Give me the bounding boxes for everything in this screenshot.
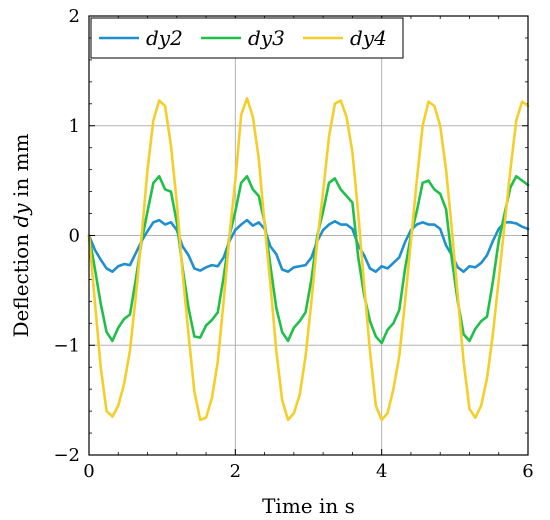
x-tick-label: 6 — [522, 461, 533, 482]
y-ticks: −2 −1 0 1 2 — [53, 6, 528, 466]
x-tick-label: 4 — [376, 461, 387, 482]
x-tick-label: 2 — [230, 461, 241, 482]
legend-label-dy3: dy3 — [248, 26, 285, 50]
y-tick-label: 2 — [69, 6, 80, 27]
x-tick-label: 0 — [83, 461, 94, 482]
legend-label-dy4: dy4 — [350, 26, 387, 50]
series-lines — [87, 97, 530, 422]
y-axis-label-variable: dy — [9, 203, 33, 228]
y-axis-label: Deflection dy in mm — [9, 133, 33, 337]
y-tick-label: −2 — [53, 445, 80, 466]
y-tick-label: 0 — [69, 226, 80, 247]
series-line-dy3 — [87, 174, 530, 345]
y-tick-label: −1 — [53, 335, 80, 356]
y-axis-label-suffix: in mm — [9, 133, 33, 203]
grid-lines — [89, 16, 528, 455]
x-axis-label-text: Time in s — [262, 494, 355, 518]
x-axis-label: Time in s — [262, 494, 355, 518]
legend-label-dy2: dy2 — [146, 26, 183, 50]
legend-box — [90, 17, 404, 59]
legend: dy2 dy3 dy4 — [90, 17, 404, 59]
y-axis-label-prefix: Deflection — [9, 228, 33, 338]
y-tick-label: 1 — [69, 116, 80, 137]
series-line-dy4 — [87, 97, 530, 422]
x-ticks: 0 2 4 6 — [83, 16, 534, 482]
